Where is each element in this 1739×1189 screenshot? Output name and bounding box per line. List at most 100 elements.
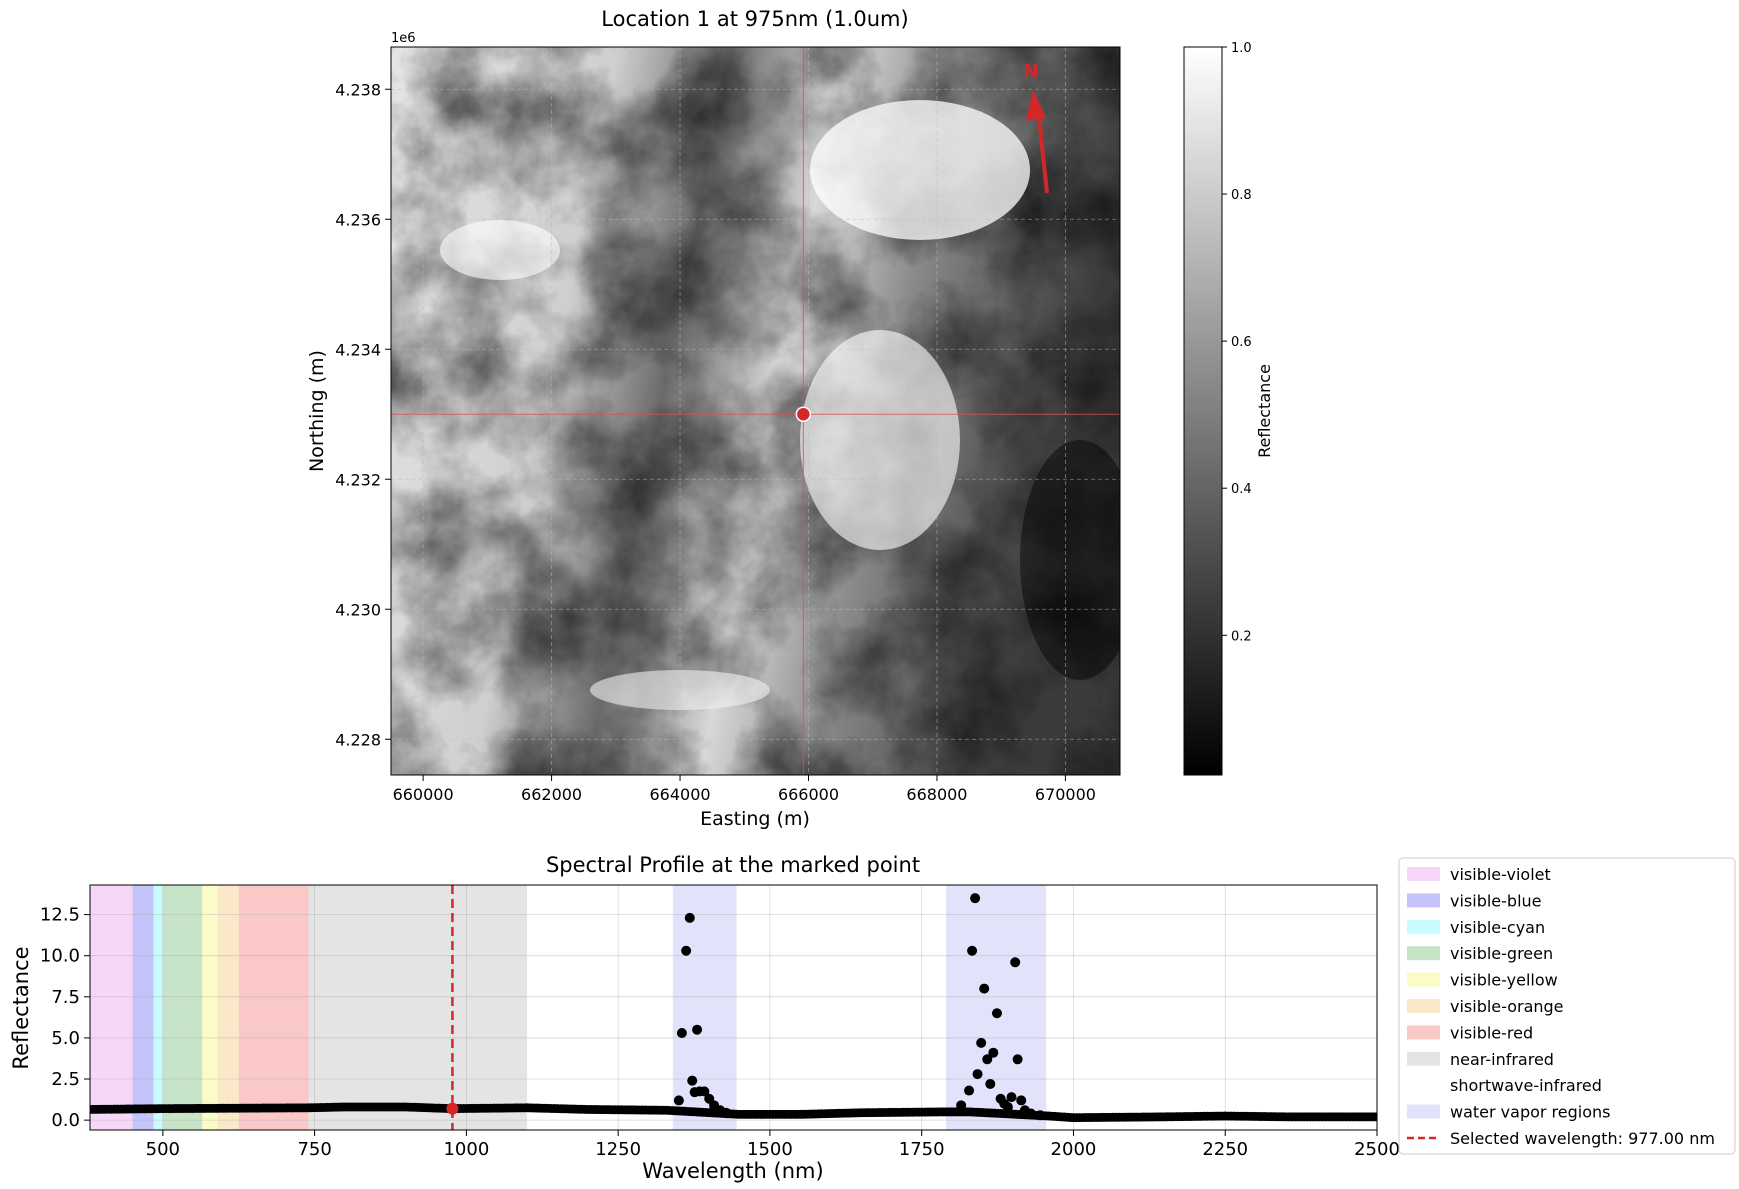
selected-wavelength-point[interactable] (446, 1102, 459, 1115)
spectral-point (699, 1086, 710, 1097)
legend-entry: visible-green (1407, 944, 1553, 963)
map-y-tick-label: 4.230 (335, 600, 381, 619)
spectral-point (1035, 1110, 1046, 1121)
spectral-point (985, 1078, 996, 1089)
map-y-tick-label: 4.238 (335, 80, 381, 99)
spectral-point (676, 1027, 687, 1038)
legend-entry: visible-cyan (1407, 918, 1545, 937)
spectral-point (1025, 1108, 1036, 1119)
legend-label: visible-green (1450, 944, 1553, 963)
spectral-x-tick-label: 750 (297, 1139, 331, 1160)
legend-entry: near-infrared (1407, 1050, 1554, 1069)
spectral-x-tick-label: 1000 (443, 1139, 489, 1160)
colorbar-tick-label: 0.4 (1231, 482, 1252, 497)
spectral-y-tick-label: 0.0 (51, 1110, 80, 1131)
spectral-y-tick-label: 2.5 (51, 1069, 80, 1090)
map-y-tick-label: 4.228 (335, 730, 381, 749)
map-x-ticks: 660000 662000 664000 666000 668000 670000 (393, 775, 1096, 804)
spectral-point (967, 945, 978, 956)
legend-swatch (1407, 1104, 1440, 1119)
map-image (391, 47, 1120, 775)
region-visible-yellow (202, 885, 218, 1130)
legend-entry: visible-blue (1407, 891, 1542, 910)
spectral-point (976, 1037, 987, 1048)
colorbar-label: Reflectance (1255, 364, 1274, 458)
legend-frame (1398, 857, 1736, 1155)
map-y-offset: 1e6 (391, 31, 416, 46)
map-x-tick-label: 668000 (906, 785, 967, 804)
legend-swatch (1407, 867, 1440, 881)
legend-label: Selected wavelength: 977.00 nm (1450, 1129, 1715, 1148)
spectral-point (721, 1107, 732, 1118)
spectral-points (673, 893, 1046, 1121)
legend-entry: water vapor regions (1407, 1103, 1611, 1122)
map-y-tick-label: 4.236 (335, 210, 381, 229)
region-visible-violet (90, 885, 133, 1130)
spectral-point (692, 1024, 703, 1035)
map-x-tick-label: 664000 (649, 785, 710, 804)
spectral-baseline (90, 1102, 1377, 1123)
north-arrow-label: N (1023, 61, 1038, 82)
spectral-x-tick-label: 1750 (899, 1139, 945, 1160)
region-visible-blue (132, 885, 154, 1130)
legend-label: near-infrared (1450, 1050, 1554, 1069)
spectral-x-tick-label: 2500 (1354, 1139, 1400, 1160)
colorbar (1183, 46, 1223, 776)
spectral-y-tick-label: 12.5 (40, 905, 80, 926)
region-visible-green (162, 885, 203, 1130)
legend-entry: visible-violet (1407, 865, 1551, 884)
legend-swatch (1407, 946, 1440, 961)
legend-label: visible-orange (1450, 997, 1564, 1016)
map-x-tick-label: 662000 (521, 785, 582, 804)
spectral-regions (90, 885, 1377, 1130)
spectral-point (979, 983, 990, 994)
legend-swatch (1407, 893, 1440, 908)
map-x-tick-label: 660000 (393, 785, 454, 804)
map-xlabel: Easting (m) (700, 808, 810, 830)
region-visible-cyan (153, 885, 163, 1130)
spectral-point (687, 1075, 698, 1086)
legend-entry: Selected wavelength: 977.00 nm (1407, 1129, 1715, 1148)
spectral-y-tick-label: 10.0 (40, 946, 80, 967)
north-arrow: N (1023, 61, 1049, 194)
spectral-xlabel: Wavelength (nm) (642, 1159, 823, 1183)
legend-label: shortwave-infrared (1450, 1076, 1602, 1095)
map-y-tick-label: 4.232 (335, 470, 381, 489)
spectral-point (684, 912, 695, 923)
legend-swatch (1407, 972, 1440, 987)
map-ylabel: Northing (m) (306, 350, 328, 472)
spectral-point (970, 893, 981, 904)
colorbar-tick-label: 0.2 (1231, 629, 1252, 644)
spectral-y-tick-label: 7.5 (51, 987, 80, 1008)
legend-swatch (1407, 1025, 1440, 1040)
marked-point[interactable] (795, 406, 812, 422)
map-frame (390, 46, 1121, 776)
legend-swatch (1407, 999, 1440, 1013)
legend-label: visible-red (1450, 1023, 1533, 1042)
spectral-point (982, 1054, 993, 1065)
spectral-point (1016, 1095, 1027, 1106)
spectral-point (956, 1100, 967, 1111)
legend-label: visible-cyan (1450, 918, 1545, 937)
spectral-x-tick-label: 1500 (747, 1139, 793, 1160)
spectral-point (964, 1085, 975, 1096)
colorbar-tick-label: 0.6 (1231, 335, 1252, 350)
legend-entry: visible-yellow (1407, 971, 1558, 990)
legend: visible-violet visible-blue visible-cyan vi… (1398, 857, 1736, 1155)
region-visible-orange (217, 885, 239, 1130)
spectral-point (1012, 1054, 1023, 1065)
legend-entry: shortwave-infrared (1450, 1076, 1602, 1095)
spectral-point (673, 1095, 684, 1106)
spectral-x-tick-label: 1250 (595, 1139, 641, 1160)
region-visible-red (238, 885, 309, 1130)
region-near-infrared (308, 885, 528, 1130)
spectral-y-tick-label: 5.0 (51, 1028, 80, 1049)
map-y-tick-label: 4.234 (335, 340, 381, 359)
spectral-point (1010, 957, 1021, 968)
map-x-tick-label: 666000 (778, 785, 839, 804)
map-title: Location 1 at 975nm (1.0um) (601, 7, 908, 31)
legend-swatch (1407, 1051, 1440, 1066)
legend-entry: visible-red (1407, 1023, 1533, 1042)
spectral-y-ticks: 0.0 2.5 5.0 7.5 10.0 12.5 (40, 905, 90, 1131)
